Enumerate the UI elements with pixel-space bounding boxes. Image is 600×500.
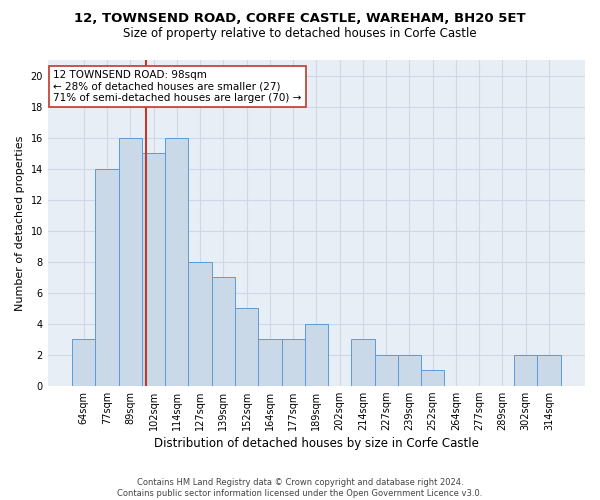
Bar [142,153,165,386]
Y-axis label: Number of detached properties: Number of detached properties [15,135,25,310]
Bar [538,354,560,386]
Bar [235,308,258,386]
Bar [421,370,445,386]
Bar [212,277,235,386]
Bar [514,354,538,386]
Text: Size of property relative to detached houses in Corfe Castle: Size of property relative to detached ho… [123,28,477,40]
Bar [119,138,142,386]
Bar [95,168,119,386]
Bar [351,339,374,386]
Bar [258,339,281,386]
Bar [165,138,188,386]
X-axis label: Distribution of detached houses by size in Corfe Castle: Distribution of detached houses by size … [154,437,479,450]
Bar [72,339,95,386]
Text: 12, TOWNSEND ROAD, CORFE CASTLE, WAREHAM, BH20 5ET: 12, TOWNSEND ROAD, CORFE CASTLE, WAREHAM… [74,12,526,26]
Text: Contains HM Land Registry data © Crown copyright and database right 2024.
Contai: Contains HM Land Registry data © Crown c… [118,478,482,498]
Bar [398,354,421,386]
Bar [281,339,305,386]
Bar [374,354,398,386]
Text: 12 TOWNSEND ROAD: 98sqm
← 28% of detached houses are smaller (27)
71% of semi-de: 12 TOWNSEND ROAD: 98sqm ← 28% of detache… [53,70,302,103]
Bar [188,262,212,386]
Bar [305,324,328,386]
